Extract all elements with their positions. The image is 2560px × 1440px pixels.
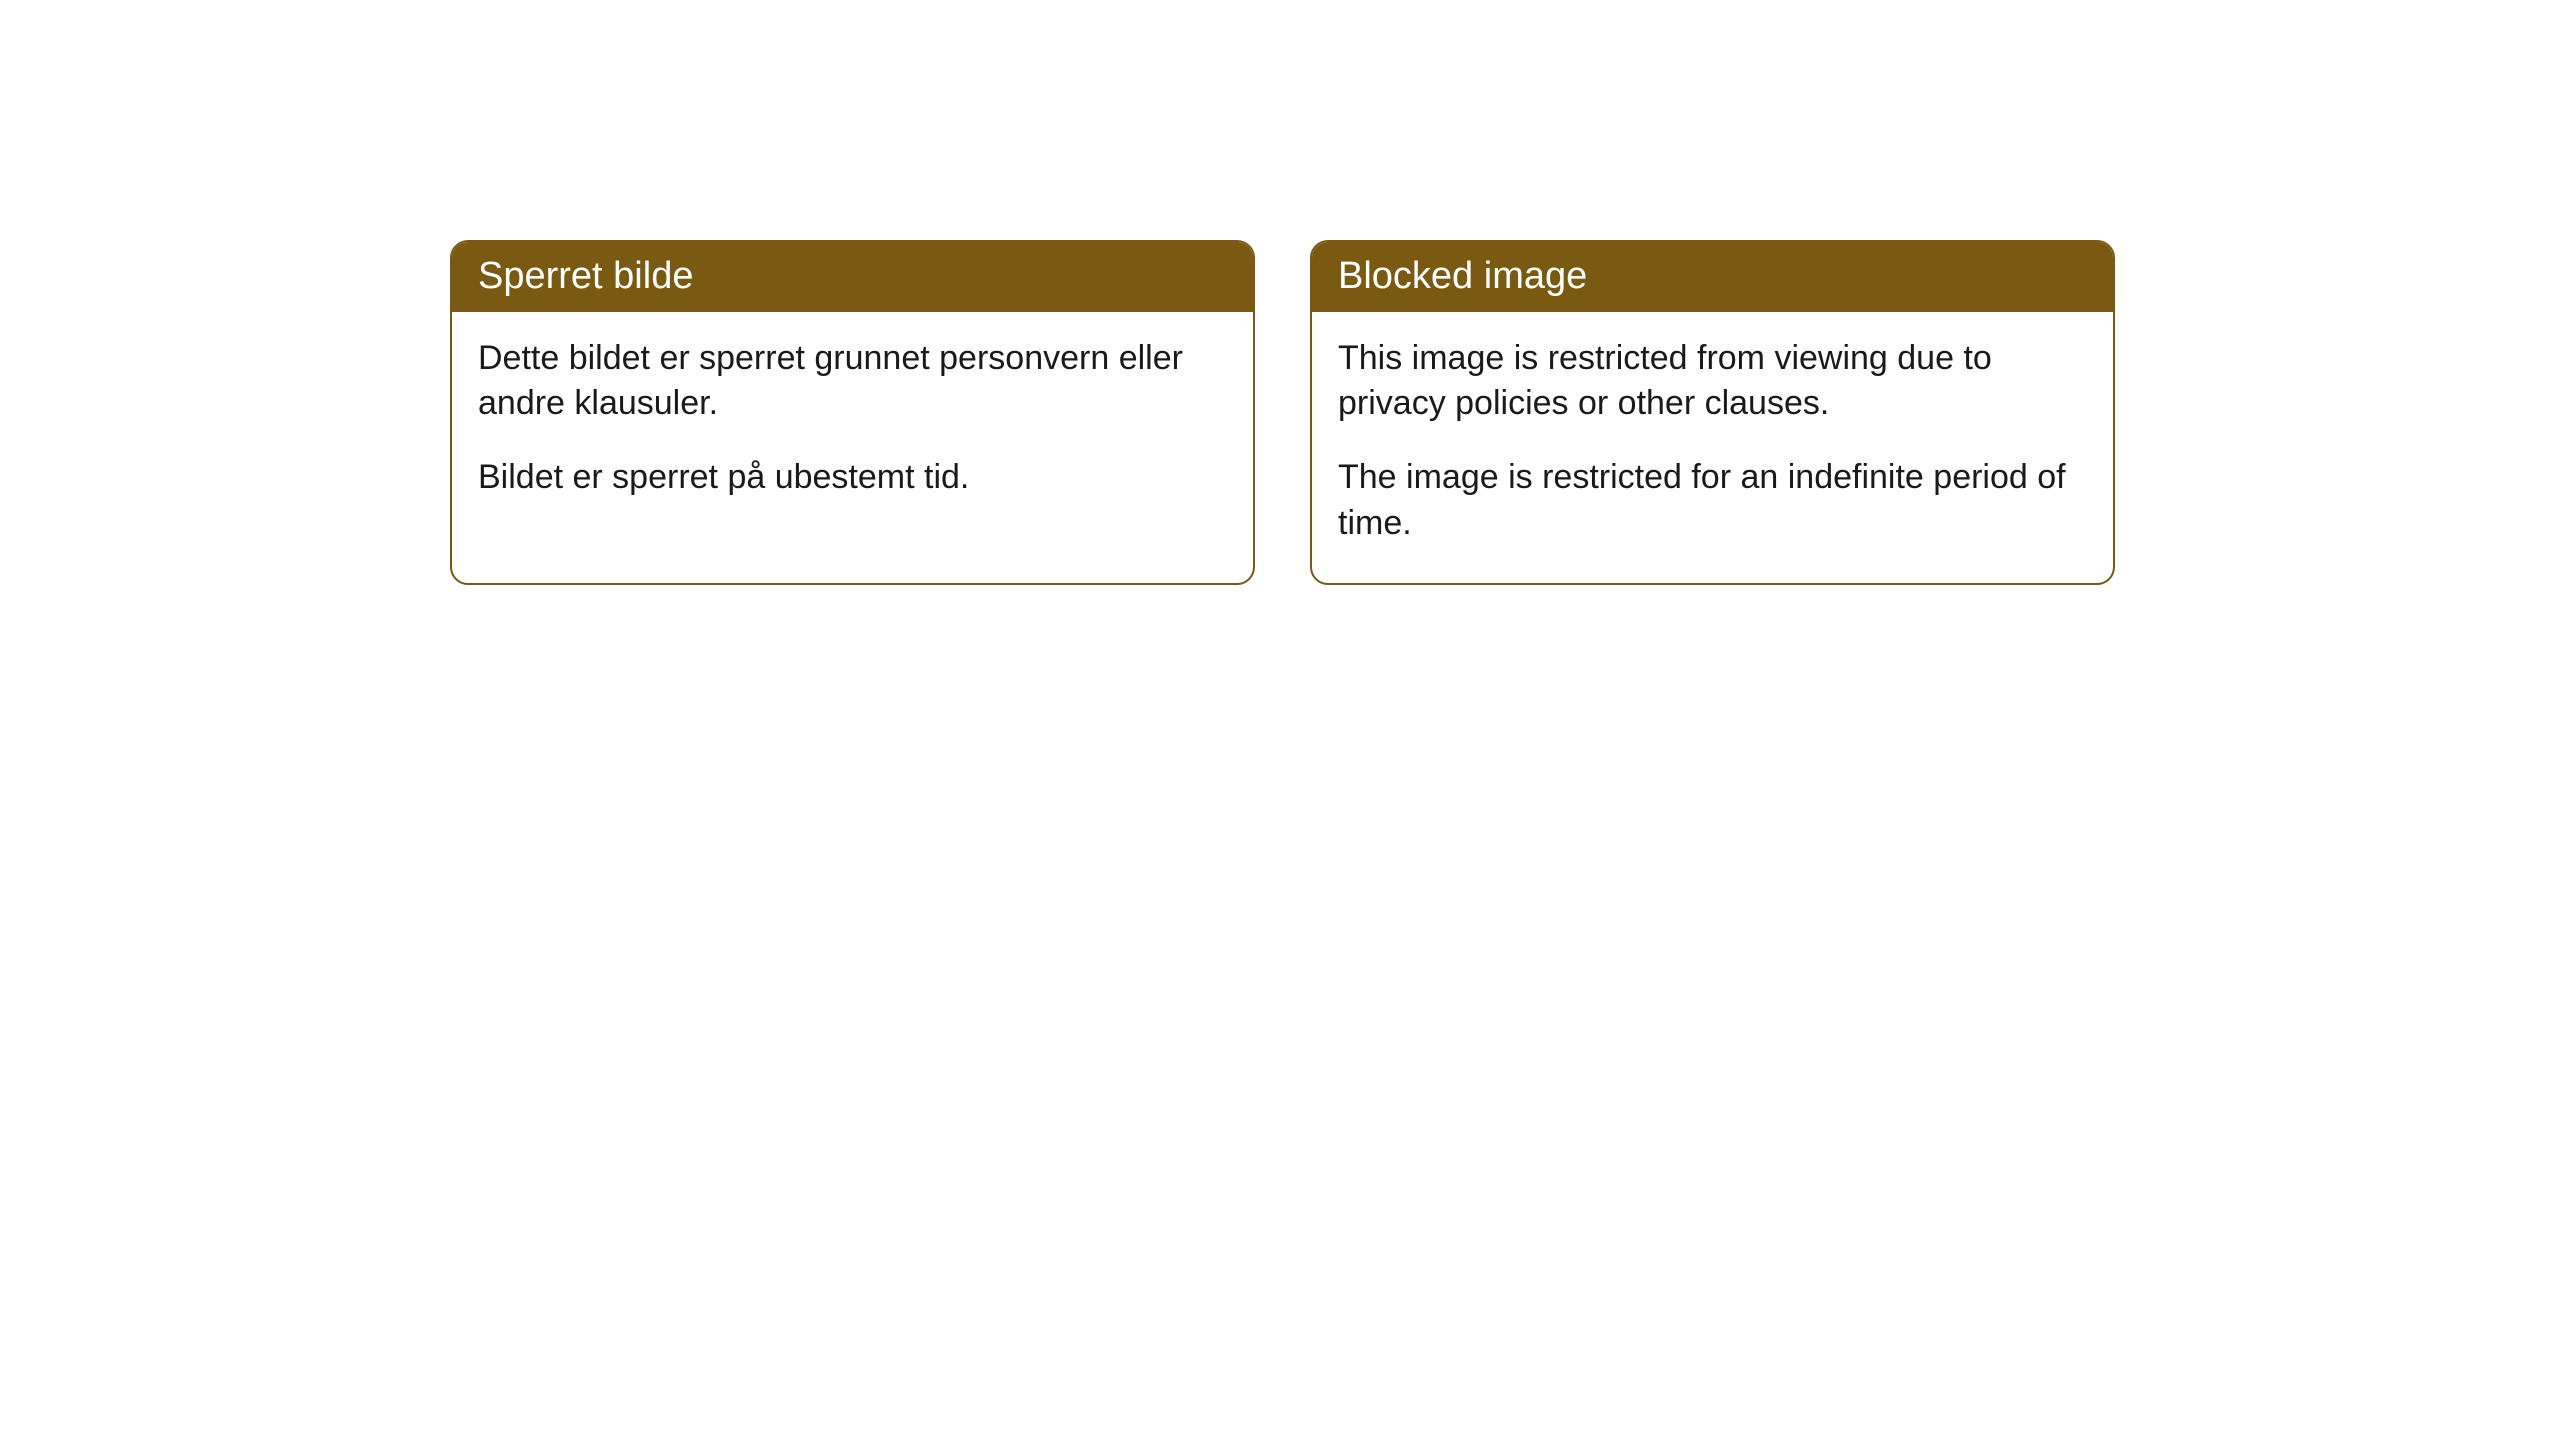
card-body: This image is restricted from viewing du… xyxy=(1312,312,2113,584)
card-title: Sperret bilde xyxy=(478,255,693,297)
card-title: Blocked image xyxy=(1338,255,1587,297)
card-paragraph: Dette bildet er sperret grunnet personve… xyxy=(478,336,1227,428)
card-body: Dette bildet er sperret grunnet personve… xyxy=(452,312,1253,538)
notice-container: Sperret bilde Dette bildet er sperret gr… xyxy=(450,240,2115,585)
card-paragraph: The image is restricted for an indefinit… xyxy=(1338,455,2087,547)
card-paragraph: This image is restricted from viewing du… xyxy=(1338,336,2087,428)
card-paragraph: Bildet er sperret på ubestemt tid. xyxy=(478,455,1227,501)
notice-card-english: Blocked image This image is restricted f… xyxy=(1310,240,2115,585)
card-header: Sperret bilde xyxy=(452,242,1253,312)
card-header: Blocked image xyxy=(1312,242,2113,312)
notice-card-norwegian: Sperret bilde Dette bildet er sperret gr… xyxy=(450,240,1255,585)
